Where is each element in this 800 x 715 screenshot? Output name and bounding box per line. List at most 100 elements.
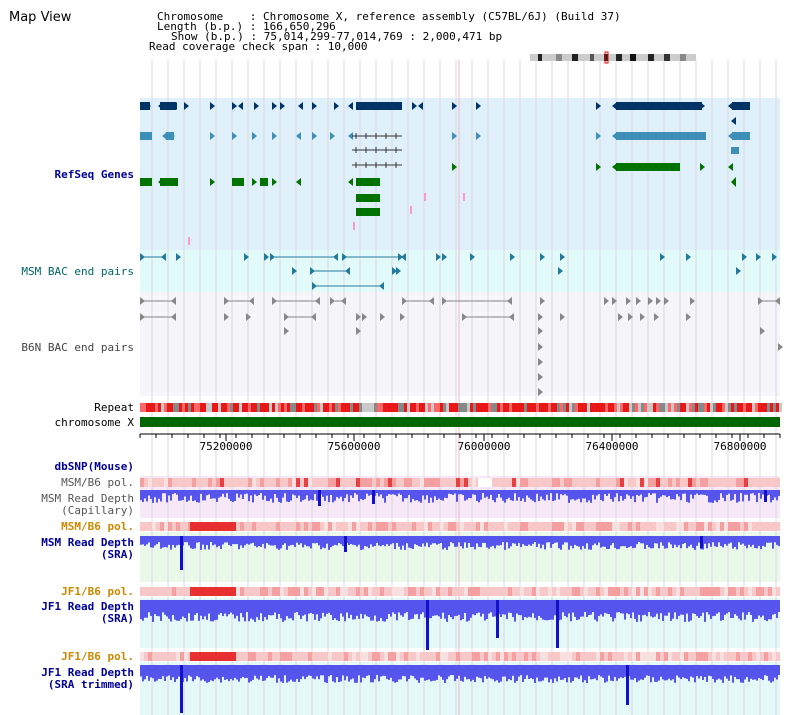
polymorphism-cell [660, 478, 664, 487]
depth-bar [446, 665, 448, 680]
depth-spike [372, 490, 375, 504]
depth-bar [620, 536, 622, 547]
depth-bar [722, 490, 724, 498]
depth-bar [142, 665, 144, 682]
polymorphism-cell [412, 587, 416, 596]
polymorphism-cell [504, 522, 508, 531]
depth-bar [462, 665, 464, 682]
depth-bar [440, 665, 442, 677]
polymorphism-cell [680, 522, 684, 531]
depth-bar [614, 490, 616, 498]
depth-bar [550, 490, 552, 494]
polymorphism-cell [452, 587, 456, 596]
depth-bar [488, 536, 490, 549]
depth-bar [452, 536, 454, 544]
depth-bar [174, 600, 176, 620]
repeat-segment [464, 403, 467, 412]
polymorphism-cell [360, 522, 364, 531]
track-label-dbsnp[interactable]: dbSNP(Mouse) [54, 460, 134, 473]
depth-bar [690, 665, 692, 677]
polymorphism-cell [416, 522, 420, 531]
depth-bar [236, 600, 238, 616]
depth-bar [332, 665, 334, 682]
depth-bar [664, 665, 666, 681]
track-label-refseq-genes[interactable]: RefSeq Genes [54, 168, 134, 181]
depth-bar [544, 665, 546, 678]
polymorphism-cell [508, 522, 512, 531]
depth-bar [298, 665, 300, 683]
depth-bar [418, 490, 420, 502]
depth-bar [506, 600, 508, 620]
depth-bar [668, 536, 670, 543]
depth-bar [626, 536, 628, 549]
gene-arrow [252, 178, 257, 186]
depth-bar [564, 665, 566, 679]
depth-bar [706, 536, 708, 549]
depth-bar [728, 665, 730, 681]
polymorphism-cell [568, 522, 572, 531]
polymorphism-cell [720, 478, 724, 487]
polymorphism-cell [500, 522, 504, 531]
bac-end [362, 313, 367, 321]
polymorphism-cell [456, 652, 460, 661]
depth-bar [530, 665, 532, 679]
depth-bar [354, 536, 356, 546]
depth-bar [288, 490, 290, 503]
repeat-segment [173, 403, 176, 412]
depth-bar [536, 536, 538, 548]
polymorphism-cell [580, 652, 584, 661]
depth-bar [576, 490, 578, 500]
depth-bar [612, 665, 614, 682]
bac-end [510, 253, 515, 261]
depth-bar [568, 600, 570, 614]
depth-bar [510, 490, 512, 501]
depth-bar [208, 490, 210, 495]
repeat-segment [500, 403, 503, 412]
repeat-segment [164, 403, 167, 412]
polymorphism-cell [392, 652, 396, 661]
depth-bar [520, 665, 522, 676]
depth-bar [406, 490, 408, 499]
depth-spike [180, 536, 183, 570]
depth-bar [770, 665, 772, 683]
polymorphism-cell [376, 587, 380, 596]
depth-bar [516, 536, 518, 546]
depth-bar [694, 490, 696, 495]
depth-bar [326, 600, 328, 614]
polymorphism-cell [584, 522, 588, 531]
depth-bar [274, 600, 276, 613]
depth-bar [600, 665, 602, 677]
depth-bar [468, 600, 470, 621]
polymorphism-cell [548, 652, 552, 661]
depth-bar [668, 600, 670, 613]
polymorphism-cell [340, 478, 344, 487]
polymorphism-cell [552, 587, 556, 596]
depth-bar [184, 490, 186, 497]
depth-bar [762, 490, 764, 495]
polymorphism-cell [568, 587, 572, 596]
polymorphism-cell [540, 478, 544, 487]
depth-bar [634, 600, 636, 619]
repeat-segment [419, 403, 422, 412]
polymorphism-cell [404, 652, 408, 661]
polymorphism-cell [504, 652, 508, 661]
depth-bar [188, 600, 190, 614]
depth-bar [570, 536, 572, 546]
repeat-segment [683, 403, 686, 412]
depth-bar [436, 665, 438, 680]
polymorphism-cell [472, 478, 476, 487]
polymorphism-cell [728, 652, 732, 661]
depth-bar [304, 536, 306, 545]
depth-bar [400, 665, 402, 680]
polymorphism-cell [752, 587, 756, 596]
depth-bar [476, 600, 478, 614]
depth-bar [280, 600, 282, 619]
polymorphism-cell [744, 522, 748, 531]
track-label-b6n-bac[interactable]: B6N BAC end pairs [21, 341, 134, 354]
depth-bar [702, 600, 704, 613]
track-label-msm-bac[interactable]: MSM BAC end pairs [21, 265, 134, 278]
depth-bar [758, 665, 760, 679]
polymorphism-cell [344, 522, 348, 531]
depth-bar [364, 490, 366, 499]
